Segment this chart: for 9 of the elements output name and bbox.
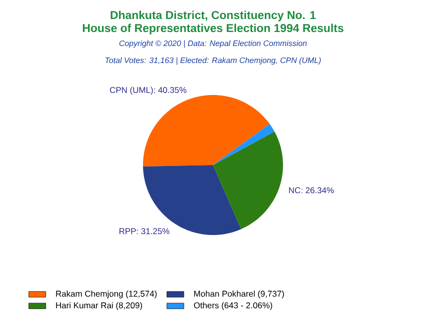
chart-subtitle: House of Representatives Election 1994 Results xyxy=(82,24,344,34)
chart-title: Dhankuta District, Constituency No. 1 xyxy=(110,10,316,22)
data-label: CPN (UML): 40.35% xyxy=(110,86,186,95)
legend-label: Hari Kumar Rai (8,209) xyxy=(56,302,142,310)
data-label: NC: 26.34% xyxy=(289,187,334,194)
legend-label: Rakam Chemjong (12,574) xyxy=(56,290,157,298)
data-label: RPP: 31.25% xyxy=(120,228,170,234)
legend-label: Others (643 - 2.06%) xyxy=(194,302,272,310)
legend-label: Mohan Pokharel (9,737) xyxy=(194,290,284,298)
